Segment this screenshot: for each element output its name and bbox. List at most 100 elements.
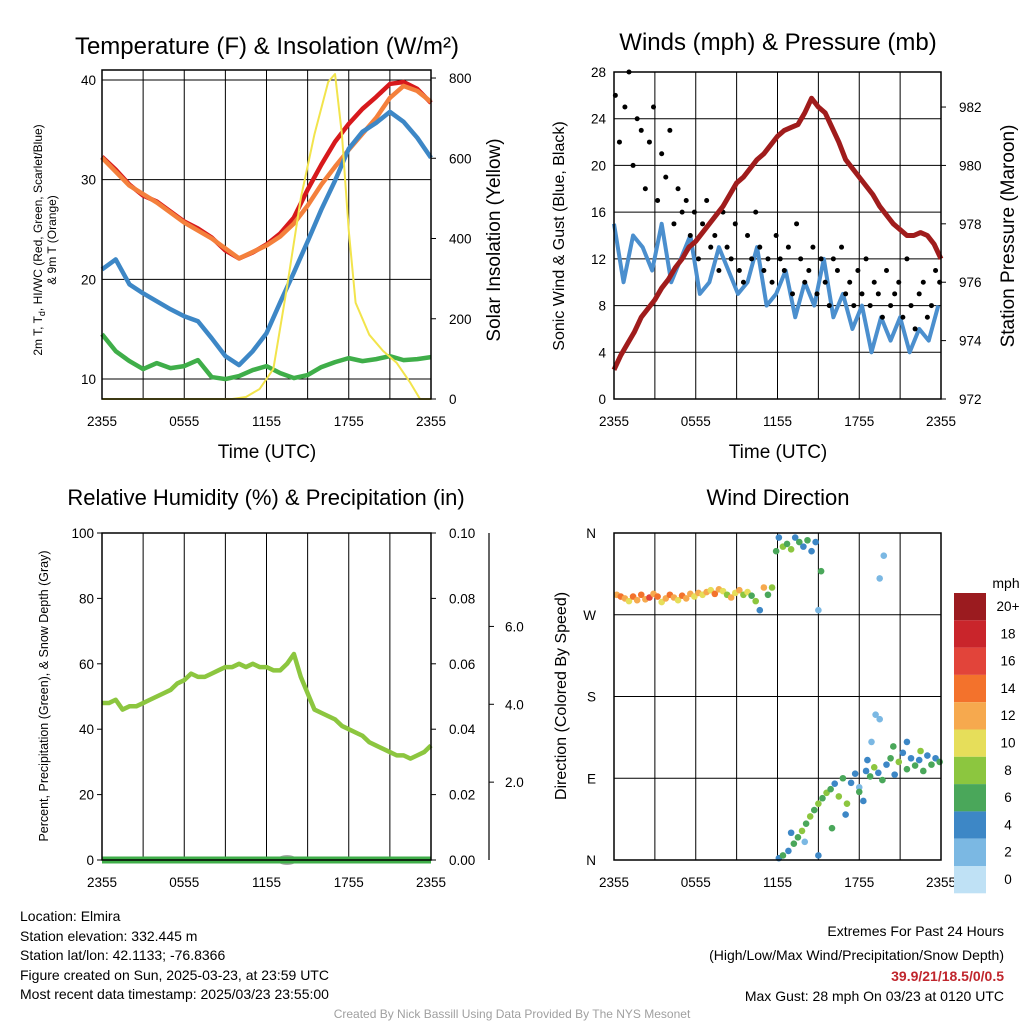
y2-tick-label: 0.04 [449, 722, 476, 737]
winds-ylabel-left: Sonic Wind & Gust (Blue, Black) [551, 121, 568, 350]
gust-point [667, 127, 673, 133]
gust-point [695, 256, 701, 262]
gust-point [863, 256, 869, 262]
gust-point [616, 139, 622, 145]
direction-point [862, 767, 870, 775]
time-tick-label: 0555 [681, 875, 711, 890]
gust-point [724, 244, 730, 250]
gust-point [736, 268, 742, 274]
temperature-ylabel-left-2: & 9m T (Orange) [45, 195, 59, 285]
y3-tick-label: 2.0 [505, 775, 524, 790]
legend-swatch [954, 784, 986, 812]
credit-line: Created By Nick Bassill Using Data Provi… [333, 1007, 691, 1021]
direction-point [804, 536, 811, 544]
direction-point [847, 779, 855, 787]
y2-tick-label: 0.06 [449, 657, 475, 672]
legend-swatch [954, 811, 986, 839]
direction-point [815, 800, 822, 807]
direction-point [752, 597, 759, 605]
direction-point [794, 833, 802, 841]
gust-point [810, 244, 816, 250]
legend-swatch [954, 674, 986, 703]
gust-point [749, 256, 755, 262]
most-recent-data: Most recent data timestamp: 2025/03/23 2… [20, 986, 329, 1002]
direction-point [625, 597, 633, 605]
gust-point [761, 268, 767, 274]
gust-point [671, 221, 677, 227]
gust-point [769, 279, 775, 285]
gust-point [818, 256, 824, 262]
gust-point [634, 116, 640, 122]
y-tick-label: 12 [591, 252, 606, 267]
direction-point [800, 543, 807, 550]
direction-point [835, 793, 843, 800]
legend-swatch [954, 729, 986, 757]
gust-point [773, 233, 779, 238]
y-tick-label: 20 [591, 158, 606, 173]
temperature-title: Temperature (F) & Insolation (W/m²) [75, 33, 459, 60]
direction-point [924, 752, 931, 759]
gust-point [642, 186, 648, 192]
direction-point [903, 738, 911, 746]
gust-point [663, 174, 669, 180]
y-tick-label: 100 [71, 526, 94, 541]
y-tick-label: 4 [598, 345, 606, 360]
gust-point [802, 279, 808, 285]
direction-point [879, 776, 886, 784]
direction-point [756, 606, 764, 614]
humidity-panel: Relative Humidity (%) & Precipitation (i… [37, 485, 524, 890]
direction-point [801, 838, 809, 846]
direction-point [887, 754, 894, 762]
station-latlon: Station lat/lon: 42.1133; -76.8366 [20, 947, 226, 963]
direction-point [855, 788, 863, 796]
y-tick-label: 40 [79, 722, 94, 737]
gust-point [691, 209, 697, 215]
series-line-sonic-wind [612, 221, 941, 355]
y3-tick-label: 4.0 [505, 697, 524, 712]
direction-point [880, 552, 888, 560]
legend-label: 18 [1000, 626, 1015, 641]
direction-point [637, 591, 645, 599]
direction-point [842, 811, 849, 818]
gust-point [839, 244, 845, 250]
legend-label: 10 [1000, 736, 1015, 751]
time-tick-label: 2355 [87, 414, 117, 429]
gust-point [675, 186, 681, 192]
y2-tick-label: 0.10 [449, 526, 475, 541]
direction-point [806, 813, 814, 820]
y-tick-label: 16 [591, 205, 606, 220]
direction-point [827, 785, 834, 793]
direction-point [876, 575, 883, 582]
direction-point [768, 584, 776, 591]
legend-label: 8 [1004, 763, 1012, 778]
direction-point [864, 756, 871, 764]
direction-point [883, 761, 890, 768]
station-location: Location: Elmira [20, 908, 121, 924]
gust-point [904, 256, 910, 262]
gust-point [687, 233, 693, 238]
time-tick-label: 1155 [252, 414, 281, 429]
direction-point [815, 852, 822, 859]
gust-point [834, 268, 840, 274]
direction-point [907, 754, 915, 762]
direction-point [828, 824, 836, 832]
direction-point [903, 765, 911, 773]
y2-tick-label: 600 [449, 151, 472, 166]
direction-point [783, 540, 791, 548]
y-tick-label: 80 [79, 591, 94, 606]
gust-point [798, 256, 804, 262]
gust-point [884, 268, 889, 274]
gust-point [789, 291, 795, 297]
direction-point [817, 567, 825, 575]
gust-point [826, 303, 832, 309]
y-tick-label: 24 [591, 112, 607, 127]
y-tick-label: 40 [81, 73, 96, 88]
y-tick-label: 30 [81, 173, 96, 188]
gust-point [785, 244, 791, 250]
time-tick-label: 1155 [763, 414, 792, 429]
gust-point [679, 209, 685, 215]
gust-point [794, 221, 800, 227]
direction-point [875, 769, 882, 777]
gust-point [871, 279, 877, 285]
direction-point [866, 773, 874, 780]
